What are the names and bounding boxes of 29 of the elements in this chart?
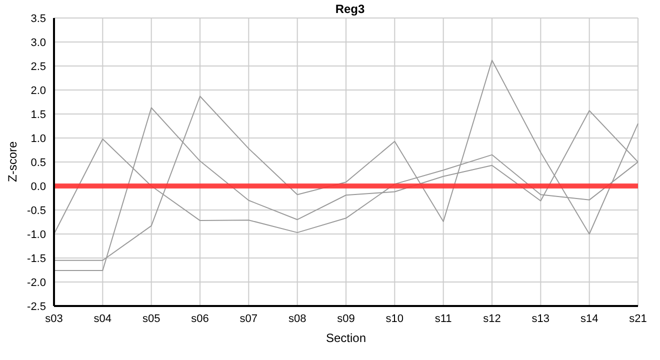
x-tick-label: s09 bbox=[337, 312, 355, 325]
x-tick-label: s07 bbox=[240, 312, 258, 325]
x-tick-label: s03 bbox=[45, 312, 63, 325]
x-tick-label: s21 bbox=[629, 312, 647, 325]
x-tick-label: s11 bbox=[434, 312, 452, 325]
x-tick-label: s13 bbox=[532, 312, 550, 325]
y-tick-label: 1.5 bbox=[30, 108, 46, 121]
y-tick-label: 3.0 bbox=[30, 36, 46, 49]
x-tick-label: s05 bbox=[142, 312, 160, 325]
y-tick-label: -2.0 bbox=[27, 276, 46, 289]
chart-title: Reg3 bbox=[334, 2, 366, 16]
x-axis-title: Section bbox=[326, 331, 366, 345]
y-tick-label: 1.0 bbox=[30, 132, 46, 145]
y-tick-label: 0.0 bbox=[30, 180, 46, 193]
y-tick-label: 2.5 bbox=[30, 60, 46, 73]
y-tick-label: -1.5 bbox=[27, 252, 46, 265]
y-tick-label: -1.0 bbox=[27, 228, 46, 241]
x-tick-label: s12 bbox=[483, 312, 501, 325]
x-tick-label: s06 bbox=[191, 312, 209, 325]
y-tick-label: 0.5 bbox=[30, 156, 46, 169]
x-tick-label: s14 bbox=[580, 312, 598, 325]
y-tick-label: -2.5 bbox=[27, 300, 46, 313]
y-tick-label: -0.5 bbox=[27, 204, 46, 217]
x-tick-label: s08 bbox=[288, 312, 306, 325]
y-tick-label: 2.0 bbox=[30, 84, 46, 97]
y-axis-title: Z-score bbox=[5, 141, 20, 182]
y-tick-label: 3.5 bbox=[30, 12, 46, 25]
x-tick-label: s04 bbox=[94, 312, 112, 325]
x-tick-label: s10 bbox=[386, 312, 404, 325]
